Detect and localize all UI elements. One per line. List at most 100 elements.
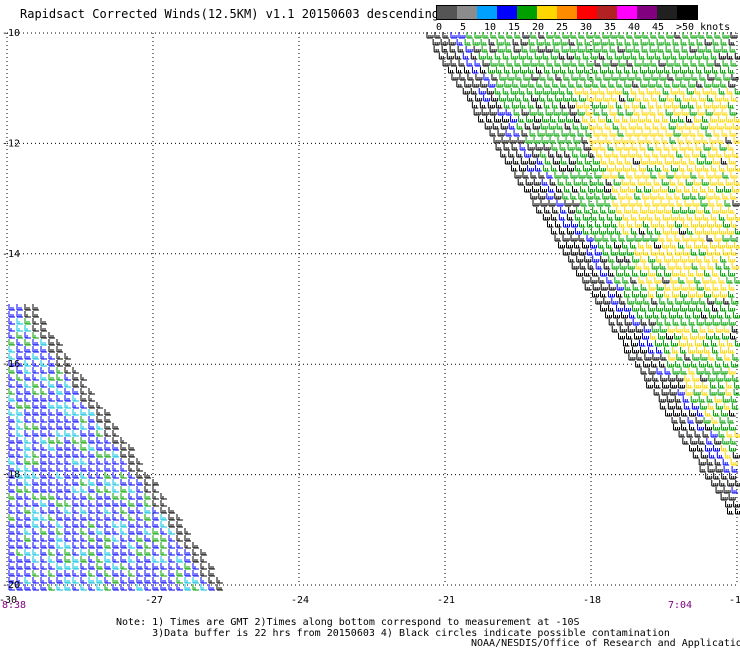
wind-barb [714, 193, 721, 200]
wind-barb [533, 179, 541, 186]
wind-barb [730, 459, 738, 466]
wind-barb [88, 486, 95, 493]
wind-barb [688, 39, 696, 46]
wind-barb [526, 116, 534, 123]
wind-barb [40, 584, 47, 591]
wind-barb [552, 81, 559, 88]
wind-barb [474, 32, 482, 39]
wind-barb [152, 521, 159, 528]
wind-barb [687, 144, 695, 151]
wind-barb [590, 53, 598, 60]
wind-barb [192, 556, 199, 563]
wind-barb [706, 193, 714, 200]
wind-barb [572, 200, 580, 207]
wind-barb [577, 46, 585, 53]
wind-barb [577, 109, 585, 116]
wind-barb [495, 102, 503, 109]
wind-barb [64, 395, 71, 402]
wind-barb [136, 584, 143, 591]
wind-barb [56, 577, 63, 584]
wind-barb [192, 549, 199, 556]
wind-barb [504, 39, 512, 46]
wind-barb [582, 116, 589, 123]
wind-barb [48, 556, 55, 563]
wind-barb [734, 431, 740, 438]
wind-barb [711, 480, 719, 487]
wind-barb [693, 312, 701, 319]
wind-barb [638, 228, 646, 235]
wind-barb [728, 270, 736, 277]
wind-barb [654, 116, 661, 123]
wind-barb [694, 277, 701, 284]
wind-barb [88, 444, 95, 451]
wind-barb [658, 249, 666, 256]
wind-barb [544, 39, 552, 46]
wind-barb [104, 570, 111, 577]
wind-barb [557, 179, 565, 186]
wind-barb [552, 207, 559, 214]
wind-barb [710, 88, 718, 95]
wind-barb [585, 109, 593, 116]
wind-barb [697, 410, 704, 417]
wind-barb [64, 374, 71, 381]
wind-barb [48, 465, 55, 472]
wind-barb [568, 207, 576, 214]
wind-barb [120, 451, 127, 458]
wind-barb [24, 388, 31, 395]
wind-barb [496, 81, 504, 88]
wind-barb [8, 388, 15, 395]
wind-barb [607, 291, 615, 298]
wind-barb [566, 53, 574, 60]
wind-barb [475, 74, 483, 81]
wind-barb [720, 368, 728, 375]
wind-barb [688, 347, 696, 354]
wind-barb [729, 109, 737, 116]
wind-barb [472, 39, 480, 46]
wind-barb [608, 207, 616, 214]
wind-barb [8, 507, 15, 514]
wind-barb [96, 472, 103, 479]
wind-barb [168, 577, 175, 584]
wind-barb [538, 32, 545, 39]
wind-barb [664, 81, 671, 88]
wind-barb [677, 312, 684, 319]
wind-barb [732, 186, 740, 193]
wind-barb [464, 81, 472, 88]
wind-barb [144, 577, 151, 584]
wind-barb [731, 74, 739, 81]
wind-barb [557, 137, 565, 144]
wind-barb [24, 444, 31, 451]
wind-barb [678, 382, 686, 389]
wind-barb [80, 451, 87, 458]
wind-barb [448, 39, 456, 46]
wind-barb [550, 228, 558, 235]
wind-barb [467, 74, 474, 81]
wind-barb [529, 46, 537, 53]
wind-barb [511, 67, 519, 74]
wind-barb [680, 347, 687, 354]
wind-barb [723, 487, 731, 494]
wind-barb [64, 353, 71, 360]
wind-barb [705, 445, 713, 452]
wind-barb [542, 214, 550, 221]
wind-barb [40, 521, 47, 528]
wind-barb [647, 102, 655, 109]
wind-barb [628, 151, 636, 158]
wind-barb [592, 207, 599, 214]
wind-barb [701, 137, 709, 144]
wind-barb [544, 158, 552, 165]
wind-barb [48, 563, 55, 570]
wind-barb [40, 388, 47, 395]
wind-barb [689, 410, 697, 417]
wind-barb [707, 74, 715, 81]
wind-barb [633, 109, 641, 116]
wind-barb [630, 277, 637, 284]
legend-swatch [537, 6, 557, 19]
wind-barb [538, 193, 546, 200]
wind-barb [553, 46, 561, 53]
wind-barb [64, 577, 71, 584]
wind-barb [524, 123, 532, 130]
wind-barb [717, 137, 725, 144]
wind-barb [624, 158, 632, 165]
wind-barb [160, 500, 167, 507]
